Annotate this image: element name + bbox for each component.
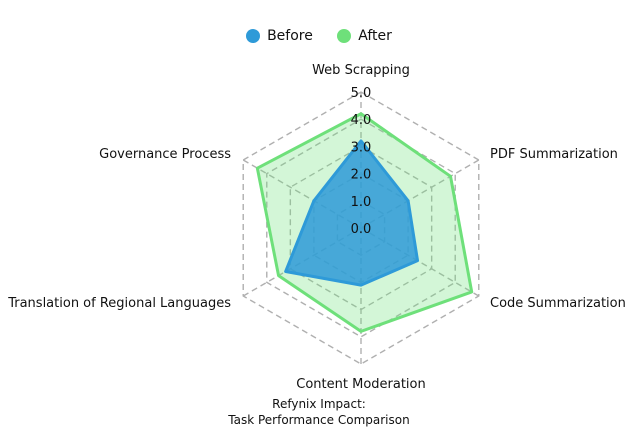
r-tick-label: 4.0 — [351, 113, 372, 128]
category-label-3: Content Moderation — [296, 377, 425, 392]
legend-item-after[interactable]: After — [337, 28, 392, 44]
legend-marker-after — [337, 29, 352, 43]
category-label-4: Translation of Regional Languages — [7, 296, 231, 311]
legend-label-before: Before — [267, 28, 313, 44]
grid-ring-4 — [266, 118, 456, 338]
chart-title: Refynix Impact: — [272, 397, 366, 411]
legend: Before After — [0, 28, 638, 47]
category-label-0: Web Scrapping — [312, 63, 410, 78]
category-label-2: Code Summarization — [490, 296, 626, 311]
series-area-before — [284, 139, 420, 287]
r-tick-label: 0.0 — [351, 222, 372, 237]
legend-item-before[interactable]: Before — [246, 28, 313, 44]
category-labels: Web Scrapping PDF Summarization Code Summa… — [7, 63, 626, 392]
r-tick-label: 2.0 — [351, 168, 372, 183]
radial-tick-labels: 0.0 1.0 2.0 3.0 4.0 5.0 — [351, 86, 372, 237]
category-label-5: Governance Process — [99, 147, 231, 162]
legend-label-after: After — [358, 28, 392, 44]
category-label-1: PDF Summarization — [490, 147, 618, 162]
r-tick-label: 5.0 — [351, 86, 372, 101]
r-tick-label: 1.0 — [351, 195, 372, 210]
chart-subtitle: Task Performance Comparison — [228, 413, 410, 427]
legend-marker-before — [246, 29, 261, 43]
radar-series — [255, 112, 474, 333]
r-tick-label: 3.0 — [351, 140, 372, 155]
